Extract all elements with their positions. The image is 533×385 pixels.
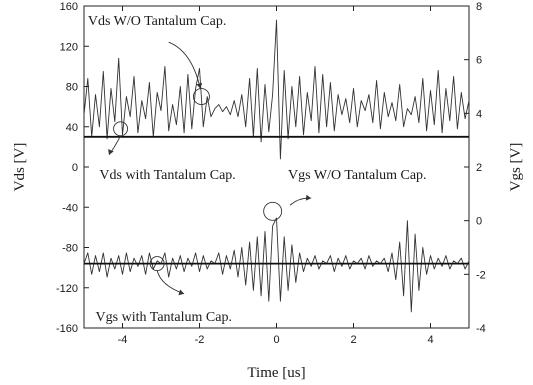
leader-arrow (168, 41, 201, 89)
annotation-label: Vgs W/O Tantalum Cap. (288, 168, 427, 183)
annotation-layer: Vds W/O Tantalum Cap. Vds with Tantalum C… (88, 14, 427, 325)
right-y-tick-label: 6 (476, 55, 482, 67)
annotation-label: Vgs with Tantalum Cap. (96, 310, 232, 325)
left-y-tick-label: -40 (62, 202, 78, 214)
right-y-tick-label: 2 (476, 162, 482, 174)
left-y-tick-label: 80 (66, 82, 78, 94)
left-y-tick-label: -160 (56, 323, 78, 335)
right-y-tick-label: 0 (476, 216, 482, 228)
left-y-tick-label: 40 (66, 122, 78, 134)
x-tick-label: 4 (427, 334, 433, 346)
right-y-tick-label: 4 (476, 108, 482, 120)
arrowhead (196, 83, 203, 89)
left-y-axis-title: Vds [V] (12, 143, 28, 192)
right-y-tick-label: 8 (476, 1, 482, 13)
annotation-label: Vds with Tantalum Cap. (99, 168, 235, 183)
series-line-vgs-w-o-tantalum-cap (83, 217, 470, 313)
callout-circle (263, 201, 283, 221)
x-tick-label: -2 (195, 334, 205, 346)
series-layer (83, 19, 470, 313)
callout-circle (192, 88, 210, 106)
axis-layer: -4 -2 0 2 4 -160 -120 -80 -40 0 40 80 120 160 -4 -2 0 2 4 6… (56, 1, 486, 346)
x-tick-label: 2 (350, 334, 356, 346)
series-line-vds-w-o-tantalum-cap (83, 19, 470, 160)
arrowhead (108, 149, 114, 155)
right-y-axis-title: Vgs [V] (508, 143, 524, 192)
arrowhead (305, 194, 312, 201)
x-axis-title: Time [us] (247, 365, 305, 381)
left-y-tick-label: -120 (56, 283, 78, 295)
arrowhead (178, 289, 185, 296)
left-y-tick-label: 0 (72, 162, 78, 174)
annotation-label: Vds W/O Tantalum Cap. (88, 14, 227, 29)
x-tick-label: -4 (118, 334, 128, 346)
left-y-tick-label: 160 (60, 1, 78, 13)
left-y-tick-label: 120 (60, 41, 78, 53)
right-y-tick-label: -4 (476, 323, 486, 335)
right-y-tick-label: -2 (476, 269, 486, 281)
callout-circle (113, 121, 129, 137)
left-y-tick-label: -80 (62, 243, 78, 255)
x-tick-label: 0 (273, 334, 279, 346)
callout-circle (149, 256, 165, 272)
